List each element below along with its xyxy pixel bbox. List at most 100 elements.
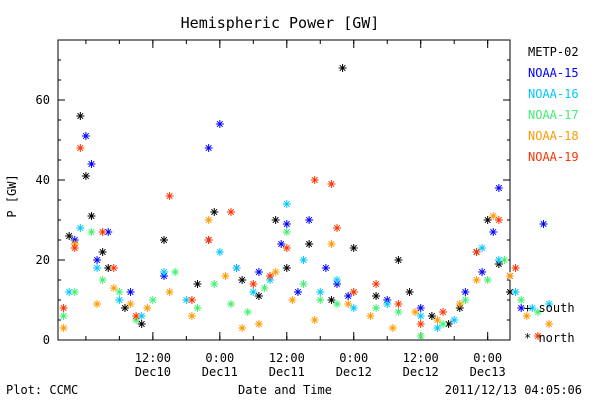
data-point [70, 244, 79, 252]
data-point [137, 312, 146, 320]
data-point [528, 304, 537, 312]
data-point [76, 112, 85, 120]
data-point [372, 292, 381, 300]
data-point [249, 280, 258, 288]
data-point [494, 184, 503, 192]
data-point [137, 320, 146, 328]
data-point [132, 312, 141, 320]
x-tick-label-date: Dec12 [403, 365, 439, 379]
data-point [494, 256, 503, 264]
data-point [511, 264, 520, 272]
data-point [165, 288, 174, 296]
data-point [517, 296, 526, 304]
data-point [478, 244, 487, 252]
data-point [87, 212, 96, 220]
data-point [115, 296, 124, 304]
data-point [221, 272, 230, 280]
data-point [455, 300, 464, 308]
data-point [461, 296, 470, 304]
x-tick-label-time: 0:00 [205, 351, 234, 365]
data-point [372, 280, 381, 288]
x-tick-label-time: 0:00 [473, 351, 502, 365]
legend-entry: NOAA-16 [528, 87, 579, 101]
legend-entry: METP-02 [528, 45, 579, 59]
data-point [321, 264, 330, 272]
legend-entry: NOAA-17 [528, 108, 579, 122]
data-point [109, 284, 118, 292]
data-point [394, 300, 403, 308]
data-point [478, 268, 487, 276]
data-point [210, 208, 219, 216]
data-point [126, 300, 135, 308]
data-point [254, 268, 263, 276]
y-tick-label: 0 [43, 333, 50, 347]
data-point [416, 304, 425, 312]
data-point [98, 248, 107, 256]
data-point [204, 236, 213, 244]
data-point [338, 64, 347, 72]
data-point [193, 280, 202, 288]
data-point [81, 132, 90, 140]
data-point [349, 288, 358, 296]
data-point [204, 216, 213, 224]
plot-frame [57, 39, 511, 341]
data-point [327, 240, 336, 248]
data-point [489, 228, 498, 236]
data-point [450, 316, 459, 324]
data-point [444, 320, 453, 328]
data-point [489, 212, 498, 220]
y-tick-label: 20 [36, 253, 50, 267]
data-point [260, 284, 269, 292]
data-point [148, 296, 157, 304]
data-point [187, 312, 196, 320]
data-point [98, 228, 107, 236]
data-point [243, 308, 252, 316]
data-point [316, 288, 325, 296]
data-point [539, 220, 548, 228]
data-point [210, 280, 219, 288]
data-point [349, 304, 358, 312]
plot-timestamp: 2011/12/13 04:05:06 [445, 383, 582, 397]
x-tick-label-date: Dec10 [135, 365, 171, 379]
data-point [411, 308, 420, 316]
data-point [494, 216, 503, 224]
data-point [193, 304, 202, 312]
data-point [249, 288, 258, 296]
data-point [500, 256, 509, 264]
data-point [511, 288, 520, 296]
data-point [439, 308, 448, 316]
data-point [282, 244, 291, 252]
data-point [483, 216, 492, 224]
data-point [254, 320, 263, 328]
plot-credit: Plot: CCMC [6, 383, 78, 397]
data-point [70, 288, 79, 296]
data-point [171, 268, 180, 276]
data-point [93, 300, 102, 308]
data-point [433, 324, 442, 332]
data-point [427, 312, 436, 320]
data-point [160, 236, 169, 244]
x-tick-label-time: 12:00 [269, 351, 305, 365]
data-point [522, 312, 531, 320]
data-point [65, 232, 74, 240]
data-point [305, 216, 314, 224]
data-point [165, 192, 174, 200]
data-point [288, 296, 297, 304]
data-point [76, 144, 85, 152]
data-point [506, 272, 514, 280]
data-point [333, 276, 342, 284]
data-point [226, 300, 235, 308]
data-point [187, 296, 196, 304]
data-point [439, 320, 448, 328]
data-point [545, 300, 554, 308]
data-point [93, 264, 102, 272]
data-point [59, 312, 68, 320]
data-point [316, 296, 325, 304]
data-point [433, 316, 442, 324]
data-point [126, 288, 135, 296]
data-point [394, 308, 403, 316]
data-point [327, 180, 336, 188]
data-point [182, 296, 191, 304]
data-point [349, 244, 358, 252]
